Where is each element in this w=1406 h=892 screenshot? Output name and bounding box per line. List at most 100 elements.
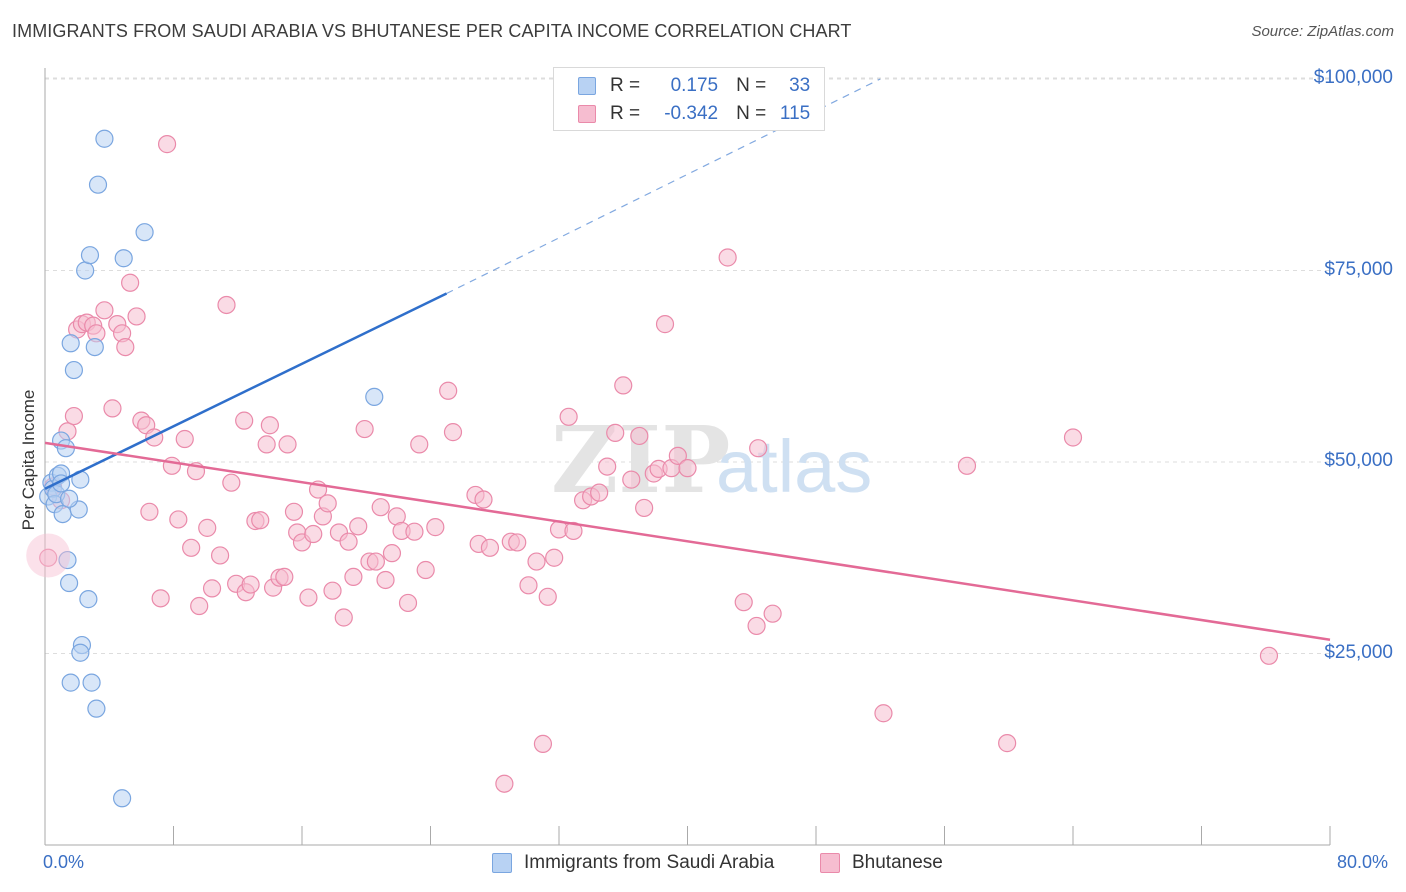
point-bhutanese <box>519 576 538 595</box>
point-bhutanese <box>763 604 782 623</box>
point-bhutanese <box>116 338 135 357</box>
point-saudi <box>80 246 100 265</box>
point-bhutanese <box>718 248 737 267</box>
point-bhutanese <box>734 593 753 612</box>
point-bhutanese <box>103 399 122 418</box>
y-tick-label: $50,000 <box>1324 450 1393 471</box>
point-bhutanese <box>527 552 546 571</box>
point-bhutanese <box>678 459 697 478</box>
point-saudi <box>64 360 84 380</box>
point-bhutanese <box>474 490 493 509</box>
bottom-legend-label-bhutanese: Bhutanese <box>852 852 943 873</box>
point-bhutanese <box>222 473 241 492</box>
x-tick-label-max: 80.0% <box>1337 852 1389 872</box>
point-bhutanese <box>405 522 424 541</box>
point-saudi <box>58 550 77 570</box>
point-bhutanese <box>323 581 342 600</box>
point-bhutanese <box>635 498 654 518</box>
legend-r-label: R = <box>610 103 641 124</box>
point-bhutanese <box>127 307 146 326</box>
point-bhutanese <box>284 502 304 521</box>
point-bhutanese <box>349 517 368 536</box>
chart-source: Source: ZipAtlas.com <box>1251 23 1394 40</box>
point-bhutanese <box>630 426 649 446</box>
bottom-legend-label-saudi: Immigrants from Saudi Arabia <box>524 852 775 873</box>
bottom-legend-swatch-bhutanese <box>820 853 840 873</box>
point-bhutanese <box>235 411 254 430</box>
point-bhutanese <box>366 552 385 571</box>
point-bhutanese <box>210 546 230 565</box>
point-bhutanese <box>598 457 617 476</box>
point-bhutanese <box>508 533 527 552</box>
point-bhutanese <box>190 596 209 616</box>
point-saudi <box>95 129 114 148</box>
legend: R = 0.175 N = 33 R = -0.342 N = 115 <box>553 67 825 131</box>
point-bhutanese <box>241 575 260 594</box>
legend-n-value: 33 <box>789 75 811 96</box>
point-bhutanese <box>545 548 564 567</box>
legend-row-saudi: R = 0.175 N = 33 <box>578 73 810 99</box>
point-saudi <box>112 789 132 808</box>
point-bhutanese <box>1063 428 1083 447</box>
point-bhutanese <box>182 538 201 557</box>
point-saudi <box>365 387 384 406</box>
point-bhutanese <box>747 616 766 636</box>
point-bhutanese <box>439 381 458 400</box>
point-bhutanese <box>410 435 429 454</box>
point-bhutanese <box>334 608 353 627</box>
point-bhutanese <box>559 407 578 426</box>
point-saudi <box>76 261 95 280</box>
point-saudi <box>135 223 154 242</box>
point-bhutanese <box>95 301 114 320</box>
point-bhutanese <box>1259 646 1279 665</box>
legend-swatch-bhutanese <box>578 105 596 123</box>
point-saudi <box>82 673 101 692</box>
point-saudi <box>114 249 133 268</box>
point-bhutanese <box>382 544 402 563</box>
legend-n-value: 115 <box>779 103 811 124</box>
point-bhutanese <box>260 416 279 435</box>
trendline-saudi <box>44 292 448 490</box>
grid-layer <box>45 77 1330 654</box>
point-bhutanese <box>355 419 374 439</box>
point-bhutanese <box>749 439 768 458</box>
point-saudi <box>71 643 90 662</box>
point-bhutanese <box>175 429 194 449</box>
point-bhutanese <box>874 704 893 723</box>
point-bhutanese <box>376 570 395 590</box>
legend-row-bhutanese: R = -0.342 N = 115 <box>578 101 810 127</box>
legend-n-label: N = <box>736 103 767 124</box>
point-saudi <box>59 489 79 508</box>
point-bhutanese <box>140 502 159 521</box>
point-bhutanese <box>198 518 217 537</box>
point-bhutanese <box>655 315 675 334</box>
trendline-bhutanese <box>44 441 1331 641</box>
point-saudi <box>88 175 108 194</box>
point-bhutanese <box>121 273 140 292</box>
legend-r-label: R = <box>610 75 641 96</box>
point-bhutanese <box>275 567 294 587</box>
legend-r-value: 0.175 <box>670 75 719 96</box>
point-bhutanese <box>217 295 236 315</box>
point-bhutanese <box>304 524 323 544</box>
point-bhutanese <box>443 423 463 442</box>
chart-title: IMMIGRANTS FROM SAUDI ARABIA VS BHUTANES… <box>12 21 852 41</box>
point-saudi <box>85 338 104 357</box>
y-tick-label: $75,000 <box>1324 258 1393 280</box>
point-bhutanese <box>151 589 170 608</box>
point-saudi <box>53 504 72 524</box>
point-bhutanese <box>998 734 1017 753</box>
bottom-legend-saudi: Immigrants from Saudi Arabia <box>492 852 774 874</box>
point-bhutanese <box>371 498 390 517</box>
point-bhutanese <box>957 456 977 475</box>
point-bhutanese <box>614 376 633 395</box>
point-bhutanese <box>590 483 609 502</box>
point-bhutanese <box>538 587 557 606</box>
point-bhutanese <box>64 406 84 426</box>
point-saudi <box>59 573 79 593</box>
point-bhutanese <box>495 774 514 793</box>
point-bhutanese <box>564 521 583 541</box>
point-bhutanese <box>202 579 222 598</box>
point-bhutanese <box>299 588 318 607</box>
